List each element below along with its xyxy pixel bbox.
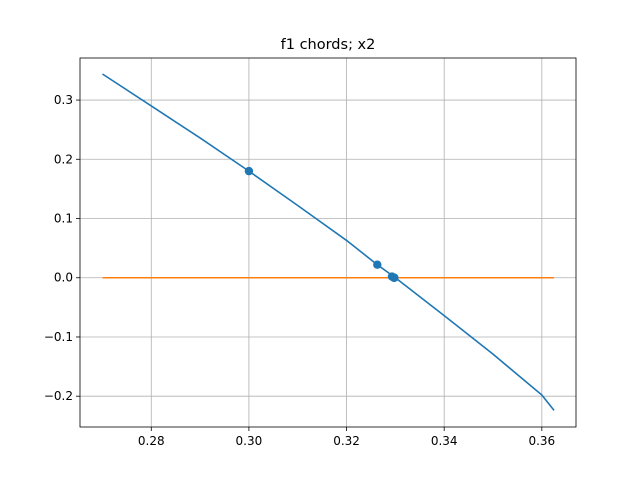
y-tick-label: −0.2 xyxy=(44,389,73,403)
y-tick-label: 0.0 xyxy=(54,271,73,285)
y-tick-label: 0.2 xyxy=(54,152,73,166)
y-tick-label: 0.3 xyxy=(54,93,73,107)
x-tick-label: 0.32 xyxy=(333,434,360,448)
scatter-point-1 xyxy=(373,260,382,269)
plot-frame xyxy=(79,57,577,428)
x-tick-label: 0.28 xyxy=(138,434,165,448)
x-tick-label: 0.30 xyxy=(236,434,263,448)
chart-title: f1 chords; x2 xyxy=(281,37,376,53)
plot-series xyxy=(102,73,555,411)
series-line-0 xyxy=(102,73,555,411)
scatter-point-4 xyxy=(390,273,399,282)
y-tick-label: 0.1 xyxy=(54,212,73,226)
y-tick-label: −0.1 xyxy=(44,330,73,344)
grid xyxy=(80,58,576,427)
axis-ticks: 0.28 0.30 0.32 0.34 0.36 −0.2 −0.1 0.0 0.1 0.2 0.3 xyxy=(44,93,555,448)
x-tick-label: 0.36 xyxy=(528,434,555,448)
x-tick-label: 0.34 xyxy=(431,434,458,448)
scatter-point-0 xyxy=(244,166,254,176)
